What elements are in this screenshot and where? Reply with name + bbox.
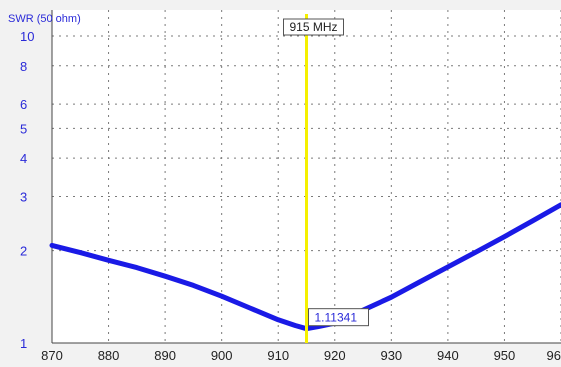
y-tick-label-2: 2 [20,244,27,259]
x-tick-label-910: 910 [267,348,289,363]
y-tick-label-8: 8 [20,59,27,74]
frequency-marker-label-box [283,18,344,36]
grid [52,10,561,343]
y-axis-title: SWR (50 ohm) [8,13,81,25]
x-tick-label-940: 940 [437,348,459,363]
y-tick-label-3: 3 [20,190,27,205]
x-tick-label-880: 880 [98,348,120,363]
y-tick-label-10: 10 [20,29,34,44]
y-tick-labels: 1 2 3 4 5 6 8 10 [20,29,34,351]
y-tick-label-1: 1 [20,336,27,351]
y-tick-label-5: 5 [20,121,27,136]
y-tick-label-4: 4 [20,151,27,166]
x-tick-label-890: 890 [154,348,176,363]
x-tick-labels: 870 880 890 900 910 920 930 940 950 96 [41,348,561,363]
x-tick-label-900: 900 [211,348,233,363]
x-tick-label-960: 96 [547,348,561,363]
frequency-marker-label: 915 MHz [289,20,337,34]
x-tick-label-920: 920 [324,348,346,363]
x-tick-label-870: 870 [41,348,63,363]
x-tick-label-930: 930 [380,348,402,363]
swr-value-label: 1.11341 [315,311,358,325]
y-tick-label-6: 6 [20,97,27,112]
swr-value-label-box [308,308,369,327]
x-tick-label-950: 950 [494,348,516,363]
